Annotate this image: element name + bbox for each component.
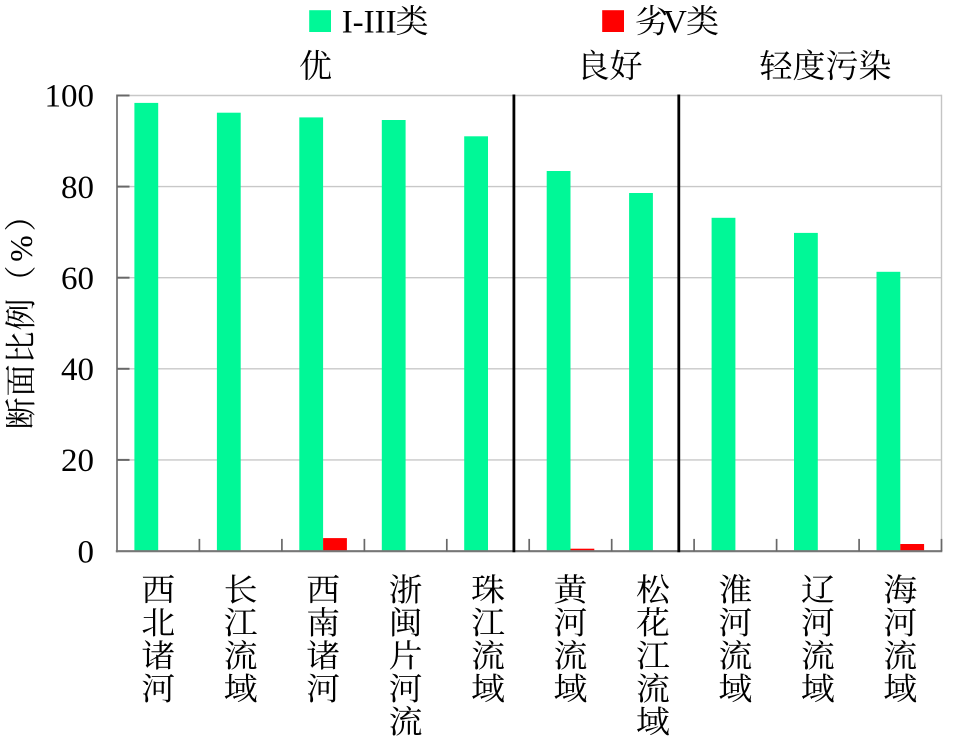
svg-text:20: 20: [61, 443, 94, 479]
svg-text:0: 0: [78, 534, 95, 570]
svg-text:%: %: [3, 235, 39, 262]
svg-text:I-III: I-III: [342, 5, 397, 41]
svg-text:V: V: [663, 5, 687, 41]
svg-text:100: 100: [45, 79, 95, 115]
svg-text:60: 60: [61, 261, 94, 297]
svg-text:80: 80: [61, 170, 94, 206]
svg-text:40: 40: [61, 352, 94, 388]
